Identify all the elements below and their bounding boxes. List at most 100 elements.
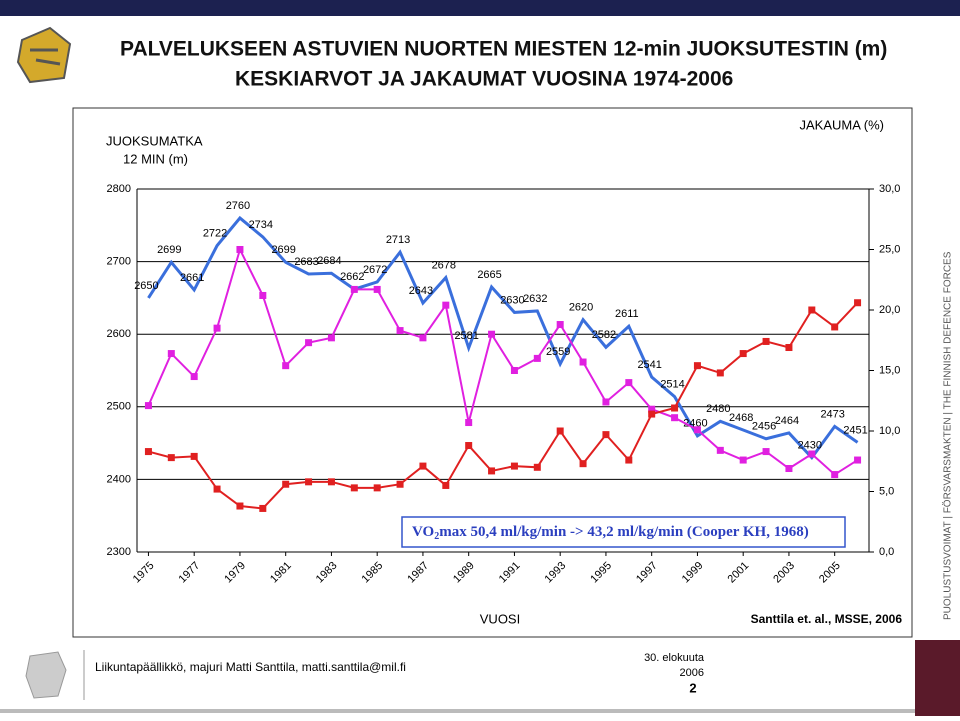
y2-tick-label: 0,0 [879,546,894,558]
marker [350,285,358,293]
title-line: KESKIARVOT JA JAKAUMAT VUOSINA 1974-2006 [235,68,733,91]
data-label: 2734 [249,219,273,231]
marker [327,478,335,486]
data-label: 2581 [454,330,478,342]
marker [671,404,679,412]
data-label: 2456 [752,421,776,433]
marker [808,450,816,458]
logo [12,26,72,86]
marker [442,301,450,309]
marker [213,485,221,493]
data-label: 2661 [180,272,204,284]
marker [739,350,747,358]
data-label: 2541 [637,359,661,371]
footer-date: 2006 [680,667,704,679]
marker [167,350,175,358]
marker [327,334,335,342]
marker [785,344,793,352]
data-label: 2468 [729,412,753,424]
marker [510,462,518,470]
x-label: VUOSI [480,611,520,626]
y-tick-label: 2300 [107,546,131,558]
marker [625,379,633,387]
marker [236,502,244,510]
side-text: PUOLUSTUSVOIMAT | FÖRSVARSMAKTEN | THE F… [942,251,954,620]
bottom-line [0,709,960,713]
y2-tick-label: 15,0 [879,364,900,376]
marker [282,480,290,488]
y-tick-label: 2800 [107,183,131,195]
series-line [147,246,859,476]
marker [533,463,541,471]
title-line: PALVELUKSEEN ASTUVIEN NUORTEN MIESTEN 12… [120,38,887,61]
marker [625,456,633,464]
marker [373,285,381,293]
marker [442,481,450,489]
y-label: JUOKSUMATKA [106,133,203,148]
data-label: 2630 [500,294,524,306]
source: Santtila et. al., MSSE, 2006 [751,612,903,626]
chart-frame [72,107,913,638]
data-label: 2722 [203,228,227,240]
marker [213,324,221,332]
marker [579,358,587,366]
marker [762,337,770,345]
series-line [147,215,859,460]
data-label: 2760 [226,200,250,212]
marker [396,327,404,335]
series-line [148,302,859,510]
marker [305,339,313,347]
corner-block [915,640,960,716]
y2-tick-label: 5,0 [879,485,894,497]
marker [419,334,427,342]
marker [716,369,724,377]
data-label: 2650 [134,280,158,292]
data-label: 2480 [706,403,730,415]
marker [602,431,610,439]
marker [785,465,793,473]
marker [831,471,839,479]
y2-tick-label: 20,0 [879,304,900,316]
marker [259,291,267,299]
marker [556,427,564,435]
y2-label: JAKAUMA (%) [799,117,884,132]
footer-logo [25,651,67,699]
data-label: 2699 [271,244,295,256]
marker [167,454,175,462]
marker [190,452,198,460]
y-tick-label: 2400 [107,473,131,485]
data-label: 2683 [294,256,318,268]
marker [831,323,839,331]
marker [602,398,610,406]
marker [190,373,198,381]
marker [762,448,770,456]
marker [465,442,473,450]
data-label: 2473 [820,408,844,420]
annotation-part: 2 [434,531,439,542]
marker [510,367,518,374]
data-label: 2464 [775,415,799,427]
data-label: 2620 [569,302,593,314]
marker [236,246,244,253]
y-tick-label: 2500 [107,401,131,413]
marker [488,330,496,338]
marker [373,484,381,492]
annotation-part: max 50,4 ml/kg/min -> 43,2 ml/kg/min (Co… [439,524,809,540]
marker [396,480,404,488]
marker [693,426,701,434]
marker [739,456,747,464]
data-label: 2451 [843,424,867,436]
data-label: 2632 [523,293,547,305]
marker [533,354,541,362]
data-label: 2662 [340,271,364,283]
marker [488,467,496,475]
marker [259,504,267,512]
marker [350,484,358,492]
marker [854,456,862,464]
page-number: 2 [689,680,696,695]
marker [556,321,564,329]
marker [282,362,290,370]
marker [305,478,313,486]
data-label: 2611 [615,308,639,320]
